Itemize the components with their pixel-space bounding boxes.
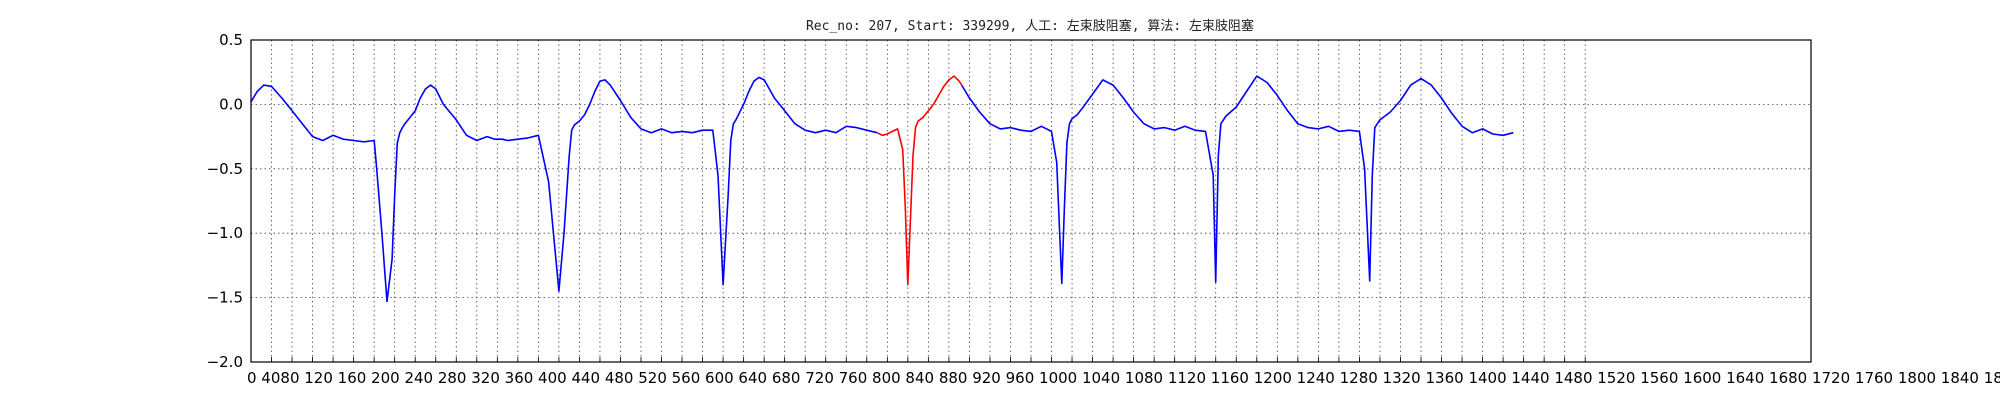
y-tick-label: −2.0 [207,353,243,371]
series-line-ecg-blue-2 [961,75,1514,285]
y-tick-label: −0.5 [207,160,243,178]
grid [250,39,1811,363]
y-axis: 0.5 0.0 −0.5 −1.0 −1.5 −2.0 [207,31,243,371]
plot-frame [250,39,1812,363]
x-tick-labels: 0 4080 120 160 200 240 280 320 360 400 4… [247,369,2000,387]
y-tick-label: −1.0 [207,224,243,242]
series-line-ecg-red [876,75,963,286]
y-tick-label: 0.0 [219,95,243,113]
y-tick-label: 0.5 [219,31,243,49]
series-group [250,75,1514,303]
chart-title: Rec_no: 207, Start: 339299, 人工: 左束肢阻塞, 算… [806,18,1254,34]
series-line-ecg-blue [250,76,878,303]
y-tick-label: −1.5 [207,289,243,307]
